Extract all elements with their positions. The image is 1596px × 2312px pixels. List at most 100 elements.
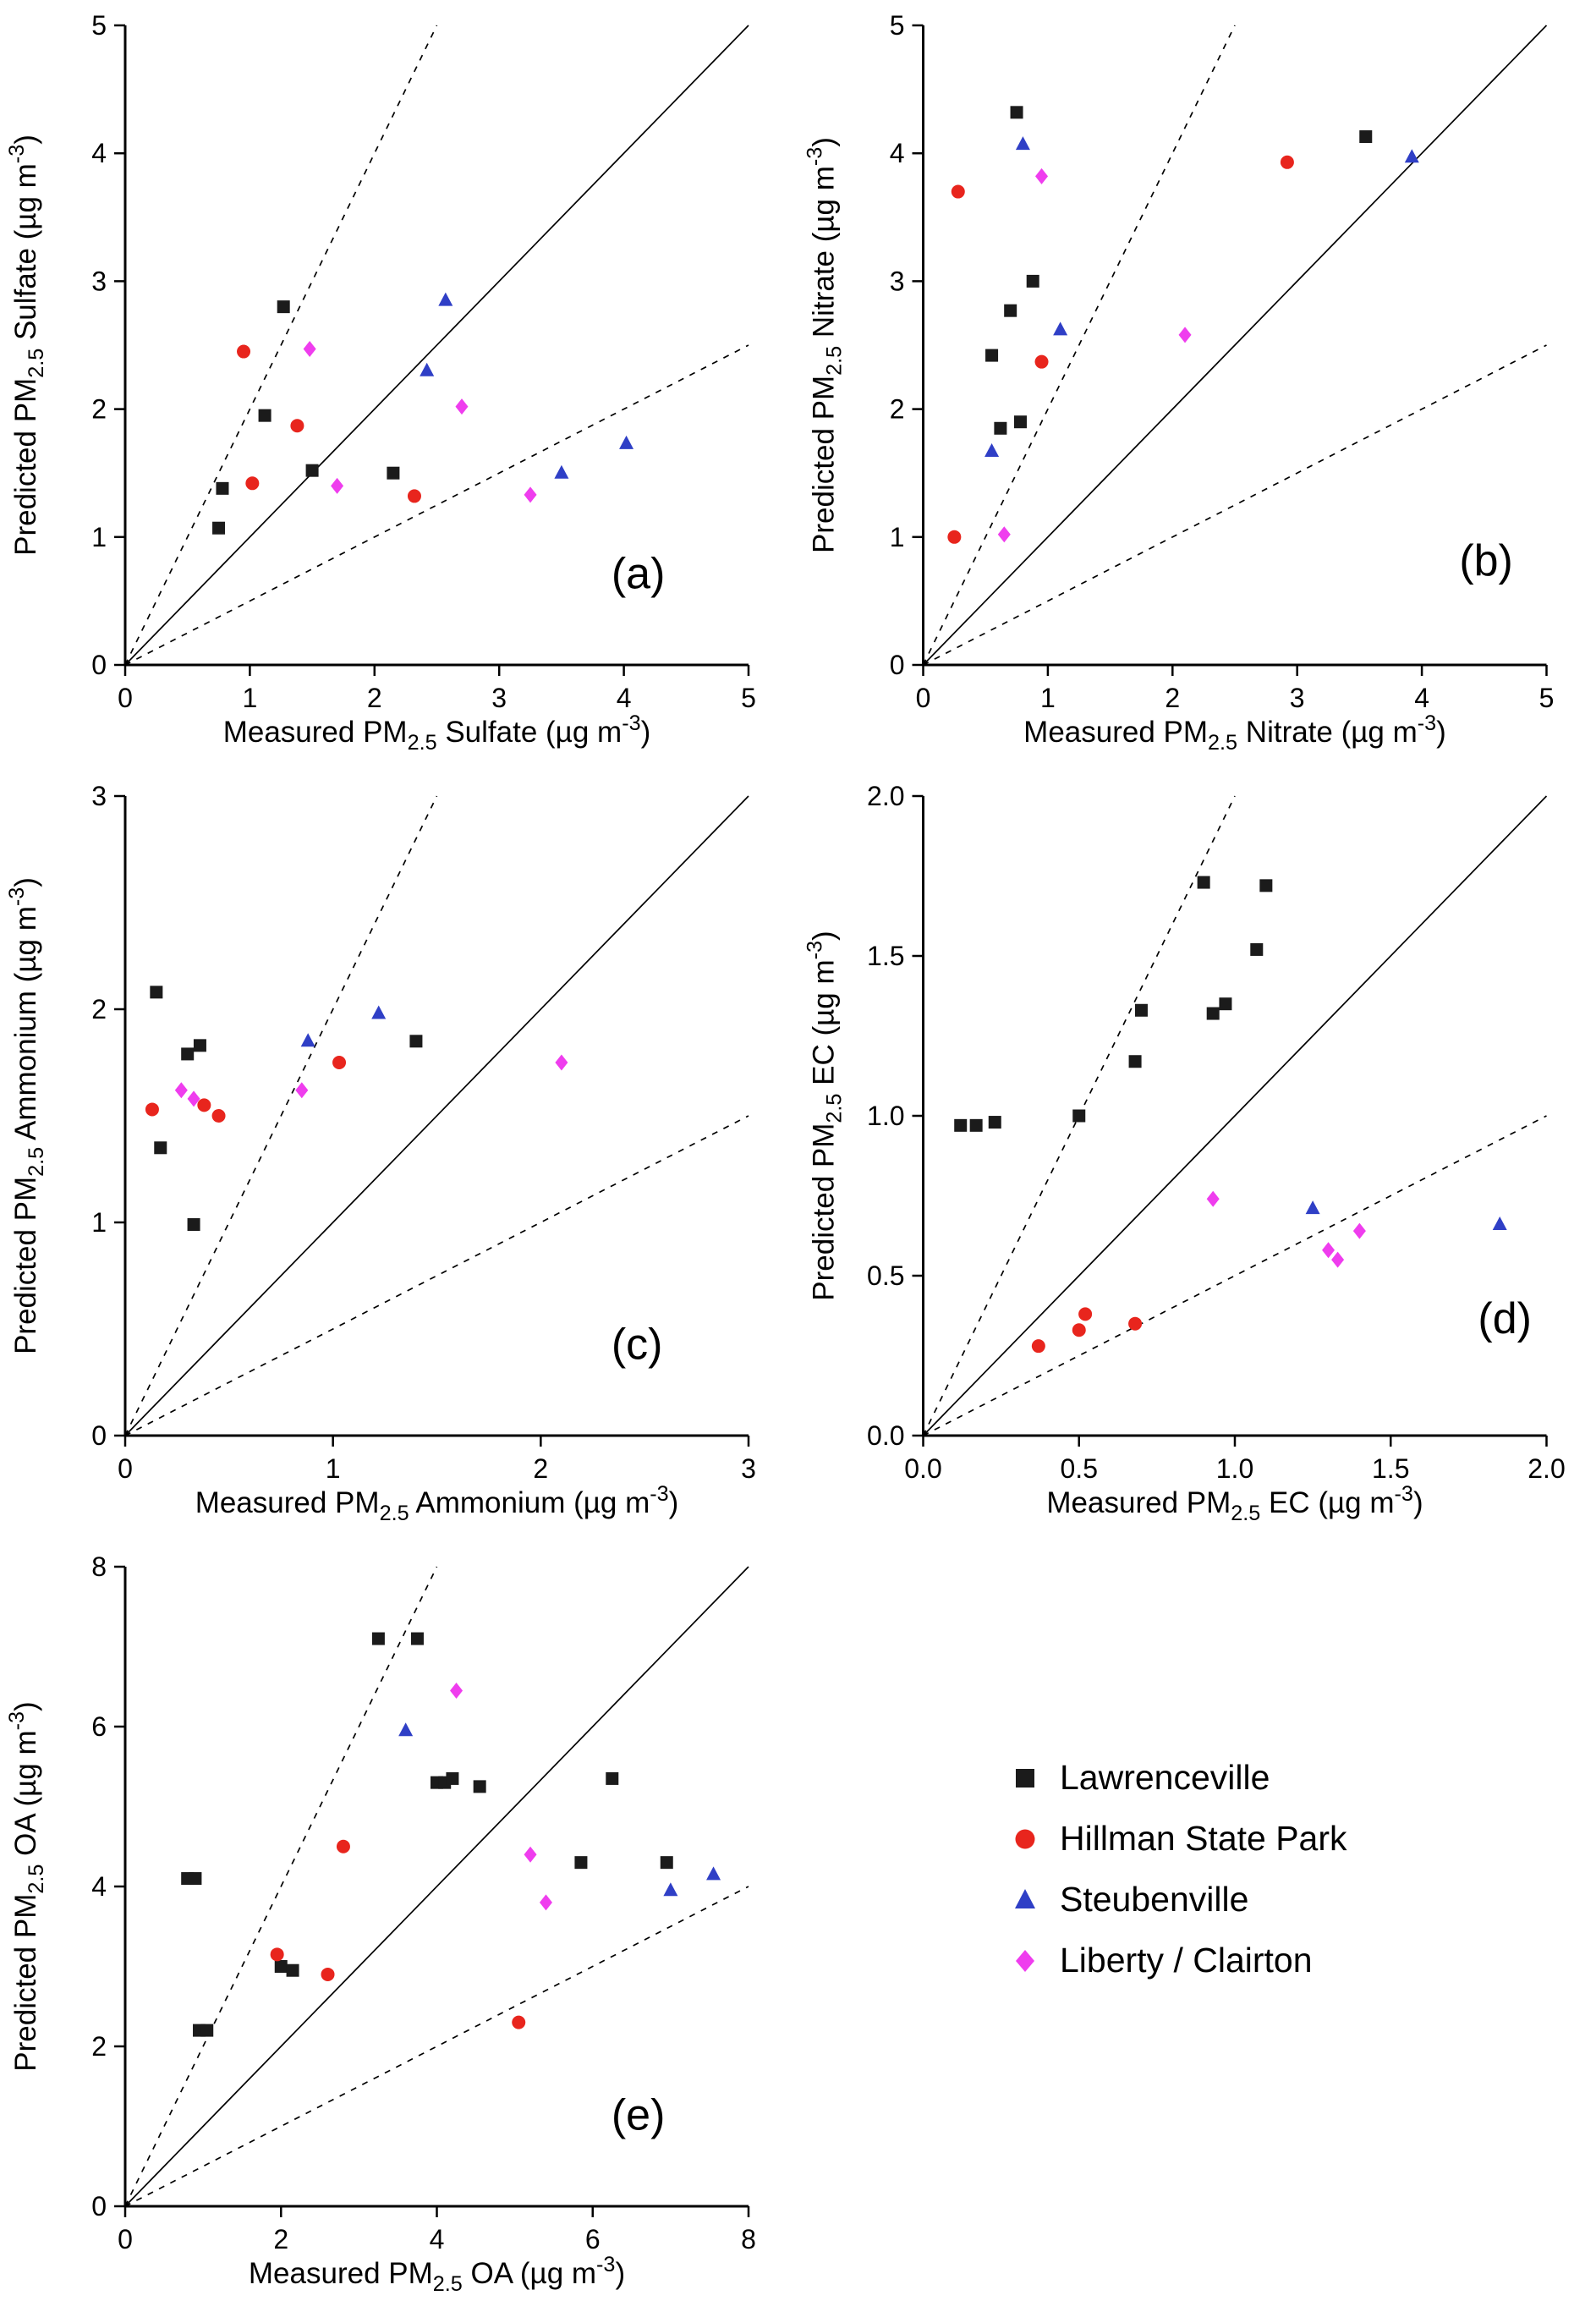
scatter-plot-ec: 0.00.0 0.5 0.5 1.0 1.0 1.5 1.5 2.0 2.0 (d) Measure… xyxy=(803,781,1566,1525)
x-tick-label: 4 xyxy=(617,683,632,713)
series-steubenville xyxy=(300,1005,387,1047)
y-tick-label: 5 xyxy=(91,10,107,41)
x-axis-title: Measured PM2.5 Nitrate (µg m-3) xyxy=(1023,711,1446,755)
x-tick-label: 0 xyxy=(118,1453,133,1484)
x-axis-title: Measured PM2.5 EC (µg m-3) xyxy=(1046,1482,1423,1525)
y-tick-label: 3 xyxy=(91,266,107,296)
y-tick-label: 4 xyxy=(890,138,905,168)
legend-item-steubenville: Steubenville xyxy=(1007,1881,1596,1917)
y-tick-label: 3 xyxy=(91,781,107,811)
factor-of-two-line xyxy=(923,344,1547,666)
factor-of-two-line xyxy=(124,25,438,666)
panel-a: 0 0 1 1 2 2 3 3 4 4 5 5 (a) Measured PM2.5 Sulfate (µ… xyxy=(0,0,798,771)
x-tick-label: 2 xyxy=(273,2224,288,2254)
legend-label: Steubenville xyxy=(1060,1879,1249,1919)
y-axis-title: Predicted PM2.5 Sulfate (µg m-3) xyxy=(5,135,48,556)
legend-item-hillman-state-park: Hillman State Park xyxy=(1007,1820,1596,1856)
legend-item-lawrenceville: Lawrenceville xyxy=(1007,1760,1596,1795)
x-tick-label: 6 xyxy=(585,2224,601,2254)
x-axis-title: Measured PM2.5 OA (µg m-3) xyxy=(249,2253,625,2296)
x-tick-label: 1 xyxy=(326,1453,341,1484)
y-tick-label: 0.0 xyxy=(867,1420,904,1451)
factor-of-two-line xyxy=(124,795,438,1436)
diamond-marker-icon xyxy=(1007,1942,1043,1978)
y-tick-label: 6 xyxy=(91,1711,107,1742)
y-tick-label: 4 xyxy=(91,1871,107,1902)
series-hillman-state-park xyxy=(237,344,421,503)
one-to-one-line xyxy=(124,795,749,1436)
panel-letter: (c) xyxy=(612,1320,663,1369)
x-tick-label: 8 xyxy=(741,2224,756,2254)
y-tick-label: 8 xyxy=(91,1551,107,1582)
x-tick-label: 0 xyxy=(118,2224,133,2254)
y-tick-label: 2.0 xyxy=(867,781,904,811)
y-axis-title: Predicted PM2.5 OA (µg m-3) xyxy=(5,1701,48,2071)
series-liberty-clairton xyxy=(450,1682,552,1911)
series-lawrenceville xyxy=(181,1632,673,2037)
x-tick-label: 2 xyxy=(533,1453,548,1484)
legend-panel: Lawrenceville Hillman State Park Steuben… xyxy=(798,1541,1596,2312)
panel-e: 0 0 2 2 4 4 6 6 8 8 (e) Measured PM2.5 OA (µg m-3) P… xyxy=(0,1541,798,2312)
x-tick-label: 0 xyxy=(916,683,931,713)
series-liberty-clairton xyxy=(1206,1190,1366,1268)
series-lawrenceville xyxy=(954,876,1273,1132)
series-lawrenceville xyxy=(150,986,423,1232)
series-lawrenceville xyxy=(985,106,1373,435)
scatter-plot-ammonium: 00 1 1 2 2 3 3 (c) Measured PM2.5 Ammonium (µg m… xyxy=(5,781,756,1525)
y-tick-label: 1 xyxy=(91,1207,107,1238)
factor-of-two-line xyxy=(922,25,1236,666)
y-tick-label: 1.0 xyxy=(867,1101,904,1131)
y-tick-label: 4 xyxy=(91,138,107,168)
x-tick-label: 3 xyxy=(741,1453,756,1484)
x-axis-title: Measured PM2.5 Ammonium (µg m-3) xyxy=(195,1482,679,1525)
y-axis-title: Predicted PM2.5 Ammonium (µg m-3) xyxy=(5,877,48,1354)
panel-c: 0 0 1 1 2 2 3 3 (c) Measured PM2.5 Ammonium (µg m… xyxy=(0,771,798,1541)
scatter-plot-nitrate: 00 1 1 2 2 3 3 4 4 5 5 (b) Measured PM2.5 Nitrate (µ… xyxy=(803,10,1555,755)
x-axis-title: Measured PM2.5 Sulfate (µg m-3) xyxy=(223,711,651,755)
series-hillman-state-park xyxy=(1031,1307,1143,1354)
series-steubenville xyxy=(398,1722,721,1897)
scatter-plot-oa: 00 2 2 4 4 6 6 8 8 (e) Measured PM2.5 OA (µg m-3) P… xyxy=(5,1551,756,2296)
series-liberty-clairton xyxy=(997,167,1192,543)
square-marker-icon xyxy=(1007,1760,1043,1795)
y-tick-label: 1 xyxy=(91,522,107,552)
y-tick-label: 2 xyxy=(91,994,107,1024)
y-tick-label: 3 xyxy=(890,266,905,296)
x-tick-label: 2 xyxy=(367,683,382,713)
legend-label: Hillman State Park xyxy=(1060,1818,1347,1858)
y-tick-label: 1.5 xyxy=(867,941,904,971)
series-hillman-state-park xyxy=(270,1839,526,2029)
x-tick-label: 4 xyxy=(430,2224,445,2254)
factor-of-two-line xyxy=(124,1566,438,2207)
x-tick-label: 2.0 xyxy=(1527,1453,1565,1484)
panel-d: 0.0 0.0 0.5 0.5 1.0 1.0 1.5 1.5 2.0 2.0 (d) Measure… xyxy=(798,771,1596,1541)
factor-of-two-line xyxy=(124,1886,749,2207)
y-tick-label: 2 xyxy=(91,2031,107,2062)
panel-letter: (d) xyxy=(1478,1294,1532,1343)
factor-of-two-line xyxy=(124,1115,749,1436)
x-tick-label: 3 xyxy=(1290,683,1305,713)
x-tick-label: 5 xyxy=(1539,683,1555,713)
y-tick-label: 0 xyxy=(890,650,905,680)
x-tick-label: 5 xyxy=(741,683,756,713)
legend-item-liberty-clairton: Liberty / Clairton xyxy=(1007,1942,1596,1978)
factor-of-two-line xyxy=(124,344,749,666)
x-tick-label: 0 xyxy=(118,683,133,713)
series-steubenville xyxy=(420,292,634,479)
y-tick-label: 2 xyxy=(91,394,107,425)
x-tick-label: 0.0 xyxy=(904,1453,941,1484)
circle-marker-icon xyxy=(1007,1820,1043,1856)
y-tick-label: 0 xyxy=(91,650,107,680)
legend-label: Lawrenceville xyxy=(1060,1757,1270,1797)
y-tick-label: 0.5 xyxy=(867,1260,904,1291)
panel-letter: (b) xyxy=(1459,536,1513,585)
x-tick-label: 1 xyxy=(243,683,258,713)
panel-b: 0 0 1 1 2 2 3 3 4 4 5 5 (b) Measured PM2.5 Nitrate (µ… xyxy=(798,0,1596,771)
y-axis-title: Predicted PM2.5 Nitrate (µg m-3) xyxy=(803,137,847,553)
y-tick-label: 1 xyxy=(890,522,905,552)
y-axis-title: Predicted PM2.5 EC (µg m-3) xyxy=(803,931,847,1300)
panel-letter: (e) xyxy=(612,2090,666,2139)
x-tick-label: 0.5 xyxy=(1061,1453,1098,1484)
y-tick-label: 5 xyxy=(890,10,905,41)
